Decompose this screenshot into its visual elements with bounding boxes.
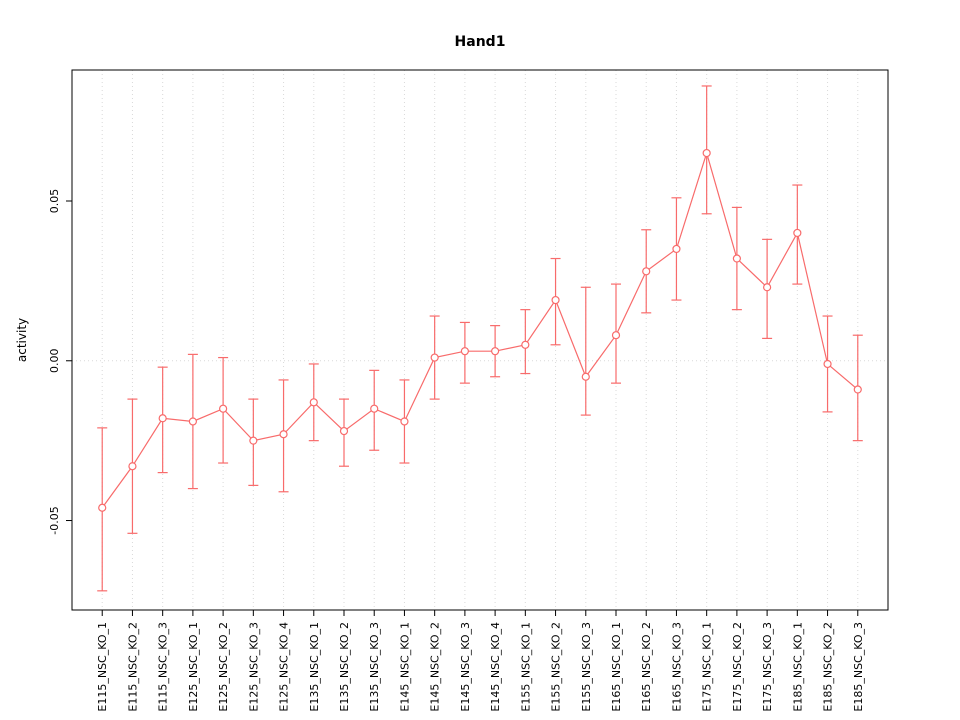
x-tick-label: E125_NSC_KO_3 — [247, 622, 260, 712]
y-tick-label: -0.05 — [48, 506, 61, 534]
y-axis-label: activity — [15, 318, 29, 362]
data-point — [581, 372, 590, 381]
data-point — [309, 398, 318, 407]
data-point — [551, 295, 560, 305]
data-point — [219, 404, 228, 413]
x-tick-label: E165_NSC_KO_3 — [670, 622, 683, 712]
data-point — [853, 385, 862, 394]
x-tick-label: E185_NSC_KO_2 — [822, 622, 835, 712]
data-point — [249, 436, 258, 445]
x-tick-label: E155_NSC_KO_2 — [550, 622, 563, 712]
x-tick-label: E125_NSC_KO_2 — [217, 622, 230, 712]
x-tick-label: E135_NSC_KO_2 — [338, 622, 351, 712]
x-tick-label: E125_NSC_KO_1 — [187, 622, 200, 712]
data-point — [188, 417, 197, 426]
x-tick-label: E185_NSC_KO_1 — [791, 622, 804, 712]
chart-title: Hand1 — [455, 34, 506, 50]
data-point — [339, 426, 349, 436]
data-point — [672, 244, 681, 254]
x-tick-label: E155_NSC_KO_1 — [519, 622, 532, 712]
data-point — [370, 404, 379, 413]
data-point — [128, 462, 137, 471]
data-point — [98, 503, 107, 512]
x-tick-label: E125_NSC_KO_4 — [278, 622, 291, 712]
x-tick-label: E165_NSC_KO_1 — [610, 622, 623, 712]
x-tick-label: E145_NSC_KO_1 — [398, 622, 411, 712]
data-point — [732, 254, 741, 263]
error-bar — [580, 286, 591, 416]
x-tick-label: E175_NSC_KO_2 — [731, 622, 744, 712]
x-tick-label: E175_NSC_KO_3 — [761, 622, 774, 712]
data-point — [763, 283, 772, 292]
x-tick-label: E135_NSC_KO_1 — [308, 622, 321, 712]
y-tick-label: 0.00 — [48, 349, 61, 374]
x-tick-label: E175_NSC_KO_1 — [701, 622, 714, 712]
x-tick-label: E185_NSC_KO_3 — [852, 622, 865, 712]
data-point — [279, 430, 288, 439]
x-tick-label: E115_NSC_KO_1 — [96, 622, 109, 712]
plot-area: E115_NSC_KO_1 E115_NSC_KO_2 E115_NSC_KO_3 E… — [48, 69, 889, 712]
series-line — [101, 150, 859, 509]
data-point — [521, 340, 530, 349]
x-tick-label: E115_NSC_KO_3 — [157, 622, 170, 712]
x-tick-label: E145_NSC_KO_2 — [429, 622, 442, 712]
plot-border — [71, 69, 889, 611]
x-tick-label: E145_NSC_KO_3 — [459, 622, 472, 712]
x-tick-label: E155_NSC_KO_3 — [580, 622, 593, 712]
data-point — [460, 347, 469, 356]
data-point — [430, 353, 439, 362]
x-tick-label: E145_NSC_KO_4 — [489, 622, 502, 712]
data-point — [158, 414, 167, 423]
data-point — [642, 267, 651, 276]
x-tick-label: E115_NSC_KO_2 — [126, 622, 139, 712]
data-point — [611, 331, 621, 340]
y-tick-label: 0.05 — [48, 189, 61, 214]
data-point — [702, 148, 711, 158]
data-point — [823, 359, 832, 369]
x-tick-label: E165_NSC_KO_2 — [640, 622, 653, 712]
x-tick-label: E135_NSC_KO_3 — [368, 622, 381, 712]
data-point — [793, 228, 802, 238]
data-point — [400, 417, 409, 426]
data-point — [491, 347, 500, 356]
